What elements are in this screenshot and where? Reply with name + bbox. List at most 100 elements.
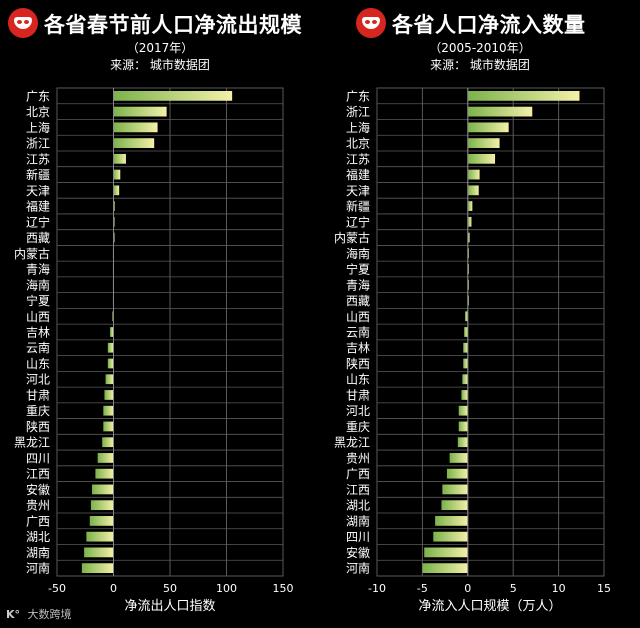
left-x-axis-label: 净流出人口指数 xyxy=(124,599,215,614)
right-category-label: 河南 xyxy=(346,561,370,576)
right-bar xyxy=(467,169,480,180)
right-bar xyxy=(464,327,468,337)
right-category-label: 青海 xyxy=(346,277,370,292)
left-category-label: 北京 xyxy=(26,105,50,119)
mask-logo-icon xyxy=(8,8,38,38)
right-category-label: 陕西 xyxy=(346,356,370,371)
left-category-label: 重庆 xyxy=(26,404,50,418)
left-category-label: 江苏 xyxy=(26,152,50,166)
right-bar-chart: 广东浙江上海北京江苏福建天津新疆辽宁内蒙古海南宁夏青海西藏山西云南吉林陕西山东甘… xyxy=(334,87,611,614)
right-bar xyxy=(467,138,500,148)
right-bar xyxy=(442,484,468,495)
left-bar xyxy=(105,374,114,385)
left-category-label: 云南 xyxy=(26,340,50,355)
left-category-label: 河南 xyxy=(26,561,50,576)
left-category-label: 新疆 xyxy=(26,167,50,182)
left-category-label: 湖南 xyxy=(26,545,50,560)
right-bar xyxy=(424,547,468,558)
left-bar xyxy=(113,138,155,148)
left-tick-label: 150 xyxy=(273,582,294,595)
right-bar xyxy=(467,201,473,211)
right-category-label: 广东 xyxy=(346,89,370,103)
left-category-label: 贵州 xyxy=(26,499,50,513)
right-x-axis-label: 净流入人口规模（万人） xyxy=(418,599,561,614)
right-bar xyxy=(441,500,468,511)
left-category-label: 内蒙古 xyxy=(14,246,50,261)
right-category-label: 甘肃 xyxy=(346,388,370,402)
right-tick-label: -10 xyxy=(368,582,386,595)
left-bar xyxy=(103,421,114,432)
left-tick-label: 50 xyxy=(163,582,177,595)
left-category-label: 西藏 xyxy=(26,231,50,245)
right-category-label: 北京 xyxy=(346,137,370,151)
right-bar xyxy=(458,421,468,432)
right-bar xyxy=(449,453,468,463)
left-bar xyxy=(104,390,114,400)
right-category-label: 广西 xyxy=(346,467,370,481)
left-category-label: 青海 xyxy=(26,262,50,277)
right-bar xyxy=(433,531,468,542)
right-category-label: 天津 xyxy=(346,184,370,198)
right-bar xyxy=(467,216,472,227)
left-chart-subtitle: （2017年） xyxy=(126,41,194,55)
left-bar xyxy=(92,484,114,495)
left-category-label: 河北 xyxy=(26,373,50,387)
left-bar xyxy=(113,90,233,101)
right-category-label: 江苏 xyxy=(346,152,370,166)
left-bar xyxy=(113,185,120,196)
right-category-label: 西藏 xyxy=(346,294,370,308)
left-category-label: 广西 xyxy=(26,514,50,528)
right-category-label: 湖北 xyxy=(346,498,370,513)
right-bar xyxy=(458,405,468,416)
right-bar xyxy=(422,563,468,574)
right-bar xyxy=(463,358,468,369)
watermark-text: 大数跨境 xyxy=(27,608,72,621)
right-bar xyxy=(467,232,470,243)
right-bar xyxy=(467,90,580,101)
right-tick-label: 0 xyxy=(464,582,471,595)
right-category-label: 浙江 xyxy=(346,105,370,119)
left-tick-label: 0 xyxy=(110,582,117,595)
right-tick-label: 15 xyxy=(597,582,611,595)
left-category-label: 山东 xyxy=(26,357,50,371)
right-bar xyxy=(467,153,496,164)
right-bar xyxy=(457,437,468,448)
right-bar xyxy=(446,468,468,479)
right-bar xyxy=(463,342,468,353)
left-category-label: 辽宁 xyxy=(26,214,50,229)
right-category-label: 新疆 xyxy=(346,199,370,214)
right-category-label: 湖南 xyxy=(346,513,370,528)
right-category-label: 福建 xyxy=(346,167,370,182)
left-category-label: 浙江 xyxy=(26,137,50,151)
left-category-label: 吉林 xyxy=(26,326,50,340)
right-category-label: 贵州 xyxy=(346,451,370,465)
left-category-label: 甘肃 xyxy=(26,388,50,402)
right-chart-title: 各省人口净流入数量 xyxy=(392,13,586,37)
right-category-label: 宁夏 xyxy=(346,262,370,277)
left-category-label: 陕西 xyxy=(26,419,50,434)
right-category-label: 山西 xyxy=(346,310,370,324)
right-category-label: 上海 xyxy=(346,120,370,135)
left-category-label: 山西 xyxy=(26,310,50,324)
left-bar xyxy=(84,547,114,558)
right-bar xyxy=(467,106,533,117)
left-category-label: 安徽 xyxy=(26,482,50,497)
right-category-label: 内蒙古 xyxy=(334,230,370,245)
left-chart-source: 来源： 城市数据团 xyxy=(110,58,210,72)
left-category-label: 上海 xyxy=(26,120,50,135)
right-category-label: 重庆 xyxy=(346,420,370,434)
right-chart-source: 来源： 城市数据团 xyxy=(430,58,530,72)
left-bar xyxy=(97,453,114,463)
left-bar xyxy=(112,311,114,322)
right-category-label: 辽宁 xyxy=(346,214,370,229)
left-bar xyxy=(113,153,126,164)
right-category-label: 安徽 xyxy=(346,545,370,560)
right-category-label: 河北 xyxy=(346,404,370,418)
right-category-label: 江西 xyxy=(346,483,370,497)
left-category-label: 广东 xyxy=(26,89,50,103)
left-category-label: 宁夏 xyxy=(26,293,50,308)
left-bar xyxy=(90,500,114,511)
left-category-label: 黑龙江 xyxy=(14,436,50,450)
right-category-label: 山东 xyxy=(346,373,370,387)
